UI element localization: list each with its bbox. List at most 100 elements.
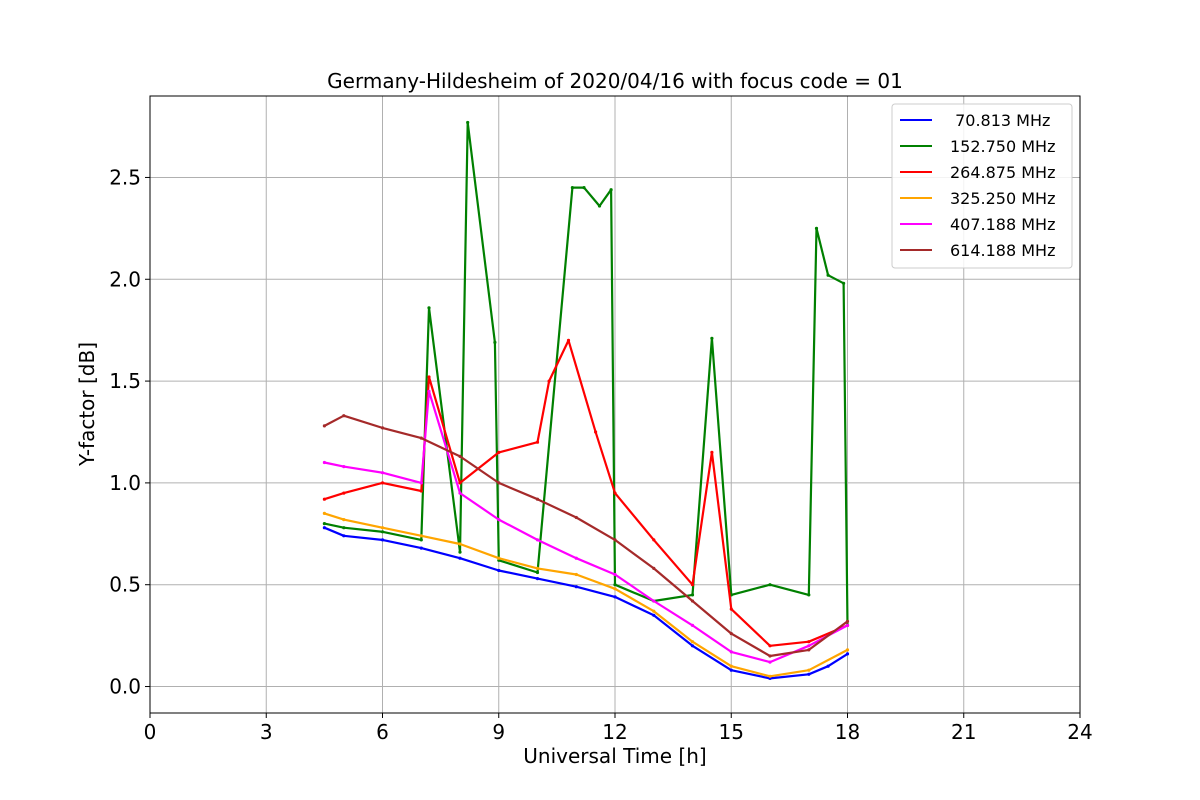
data-point [690,644,695,648]
data-point [690,593,695,597]
data-point [652,613,656,617]
data-point [458,556,462,560]
data-point [690,623,695,628]
data-point [768,660,772,664]
data-point [497,568,501,573]
data-point [613,587,617,591]
data-point [497,518,501,522]
y-axis-label: Y-factor [dB] [75,342,99,467]
data-point [845,648,850,652]
data-point [419,481,423,485]
data-point [845,623,850,628]
x-tick-label: 9 [492,720,505,744]
data-point [807,648,811,652]
data-point [845,652,850,656]
data-point [458,481,462,485]
data-point [342,534,346,538]
data-point [497,450,501,454]
data-point [322,460,326,465]
x-tick-label: 12 [602,720,627,744]
data-point [380,426,385,430]
series-line-4 [323,390,849,664]
data-point [690,583,695,587]
x-tick-label: 18 [835,720,860,744]
data-point [493,340,497,344]
data-point [613,583,617,587]
y-axis-ticks: 0.0 0.5 1.0 1.5 2.0 2.5 [109,165,150,699]
data-point [427,306,431,310]
y-tick-label: 0.0 [109,675,141,699]
data-point [458,491,462,495]
data-point [613,491,617,495]
series-line-0 [323,526,849,680]
data-point [419,489,423,493]
data-point [652,609,656,613]
data-point [652,538,656,542]
y-tick-label: 1.5 [109,369,141,393]
data-point [613,595,617,599]
data-point [535,538,540,542]
data-point [690,599,695,603]
data-point [322,511,326,515]
data-point [547,379,551,383]
data-point [535,566,540,571]
series-group [322,120,850,681]
data-point [342,518,346,522]
data-point [380,471,385,475]
data-point [322,424,326,428]
legend-label: 325.250 MHz [950,189,1055,208]
data-point [427,389,431,393]
x-tick-label: 3 [260,720,273,744]
data-point [497,556,501,560]
y-tick-label: 0.5 [109,573,141,597]
data-point [729,607,733,611]
data-point [419,534,423,538]
data-point [574,515,578,520]
data-point [322,497,326,501]
data-point [535,440,540,444]
data-point [710,450,714,454]
y-tick-label: 2.0 [109,267,141,291]
data-point [729,650,733,654]
data-point [566,338,571,342]
data-point [466,120,470,125]
data-point [652,599,656,603]
data-point [814,226,819,230]
data-point [729,632,733,636]
data-point [807,668,811,672]
data-point [342,465,346,469]
data-point [826,273,830,277]
data-point [807,672,811,676]
data-point [768,654,772,658]
legend-label: 70.813 MHz [950,111,1050,130]
data-point [427,375,431,379]
data-point [710,336,714,340]
y-tick-label: 2.5 [109,165,141,189]
data-point [342,414,346,418]
data-point [570,186,575,190]
data-point [594,430,598,434]
data-point [729,668,733,672]
data-point [845,619,850,624]
data-point [768,674,772,678]
x-tick-label: 0 [144,720,157,744]
data-point [768,644,772,648]
legend-label: 152.750 MHz [950,137,1055,156]
data-point [342,526,346,530]
data-point [807,640,811,644]
data-point [380,538,385,542]
data-point [574,585,578,589]
x-tick-label: 15 [719,720,744,744]
data-point [582,186,586,190]
data-point [768,583,772,587]
data-point [497,481,501,485]
data-point [380,481,385,485]
legend-label: 407.188 MHz [950,215,1055,234]
y-tick-label: 1.0 [109,471,141,495]
data-point [807,593,811,597]
data-point [535,497,540,501]
data-point [826,664,830,668]
data-point [807,644,811,648]
x-tick-label: 24 [1067,720,1092,744]
